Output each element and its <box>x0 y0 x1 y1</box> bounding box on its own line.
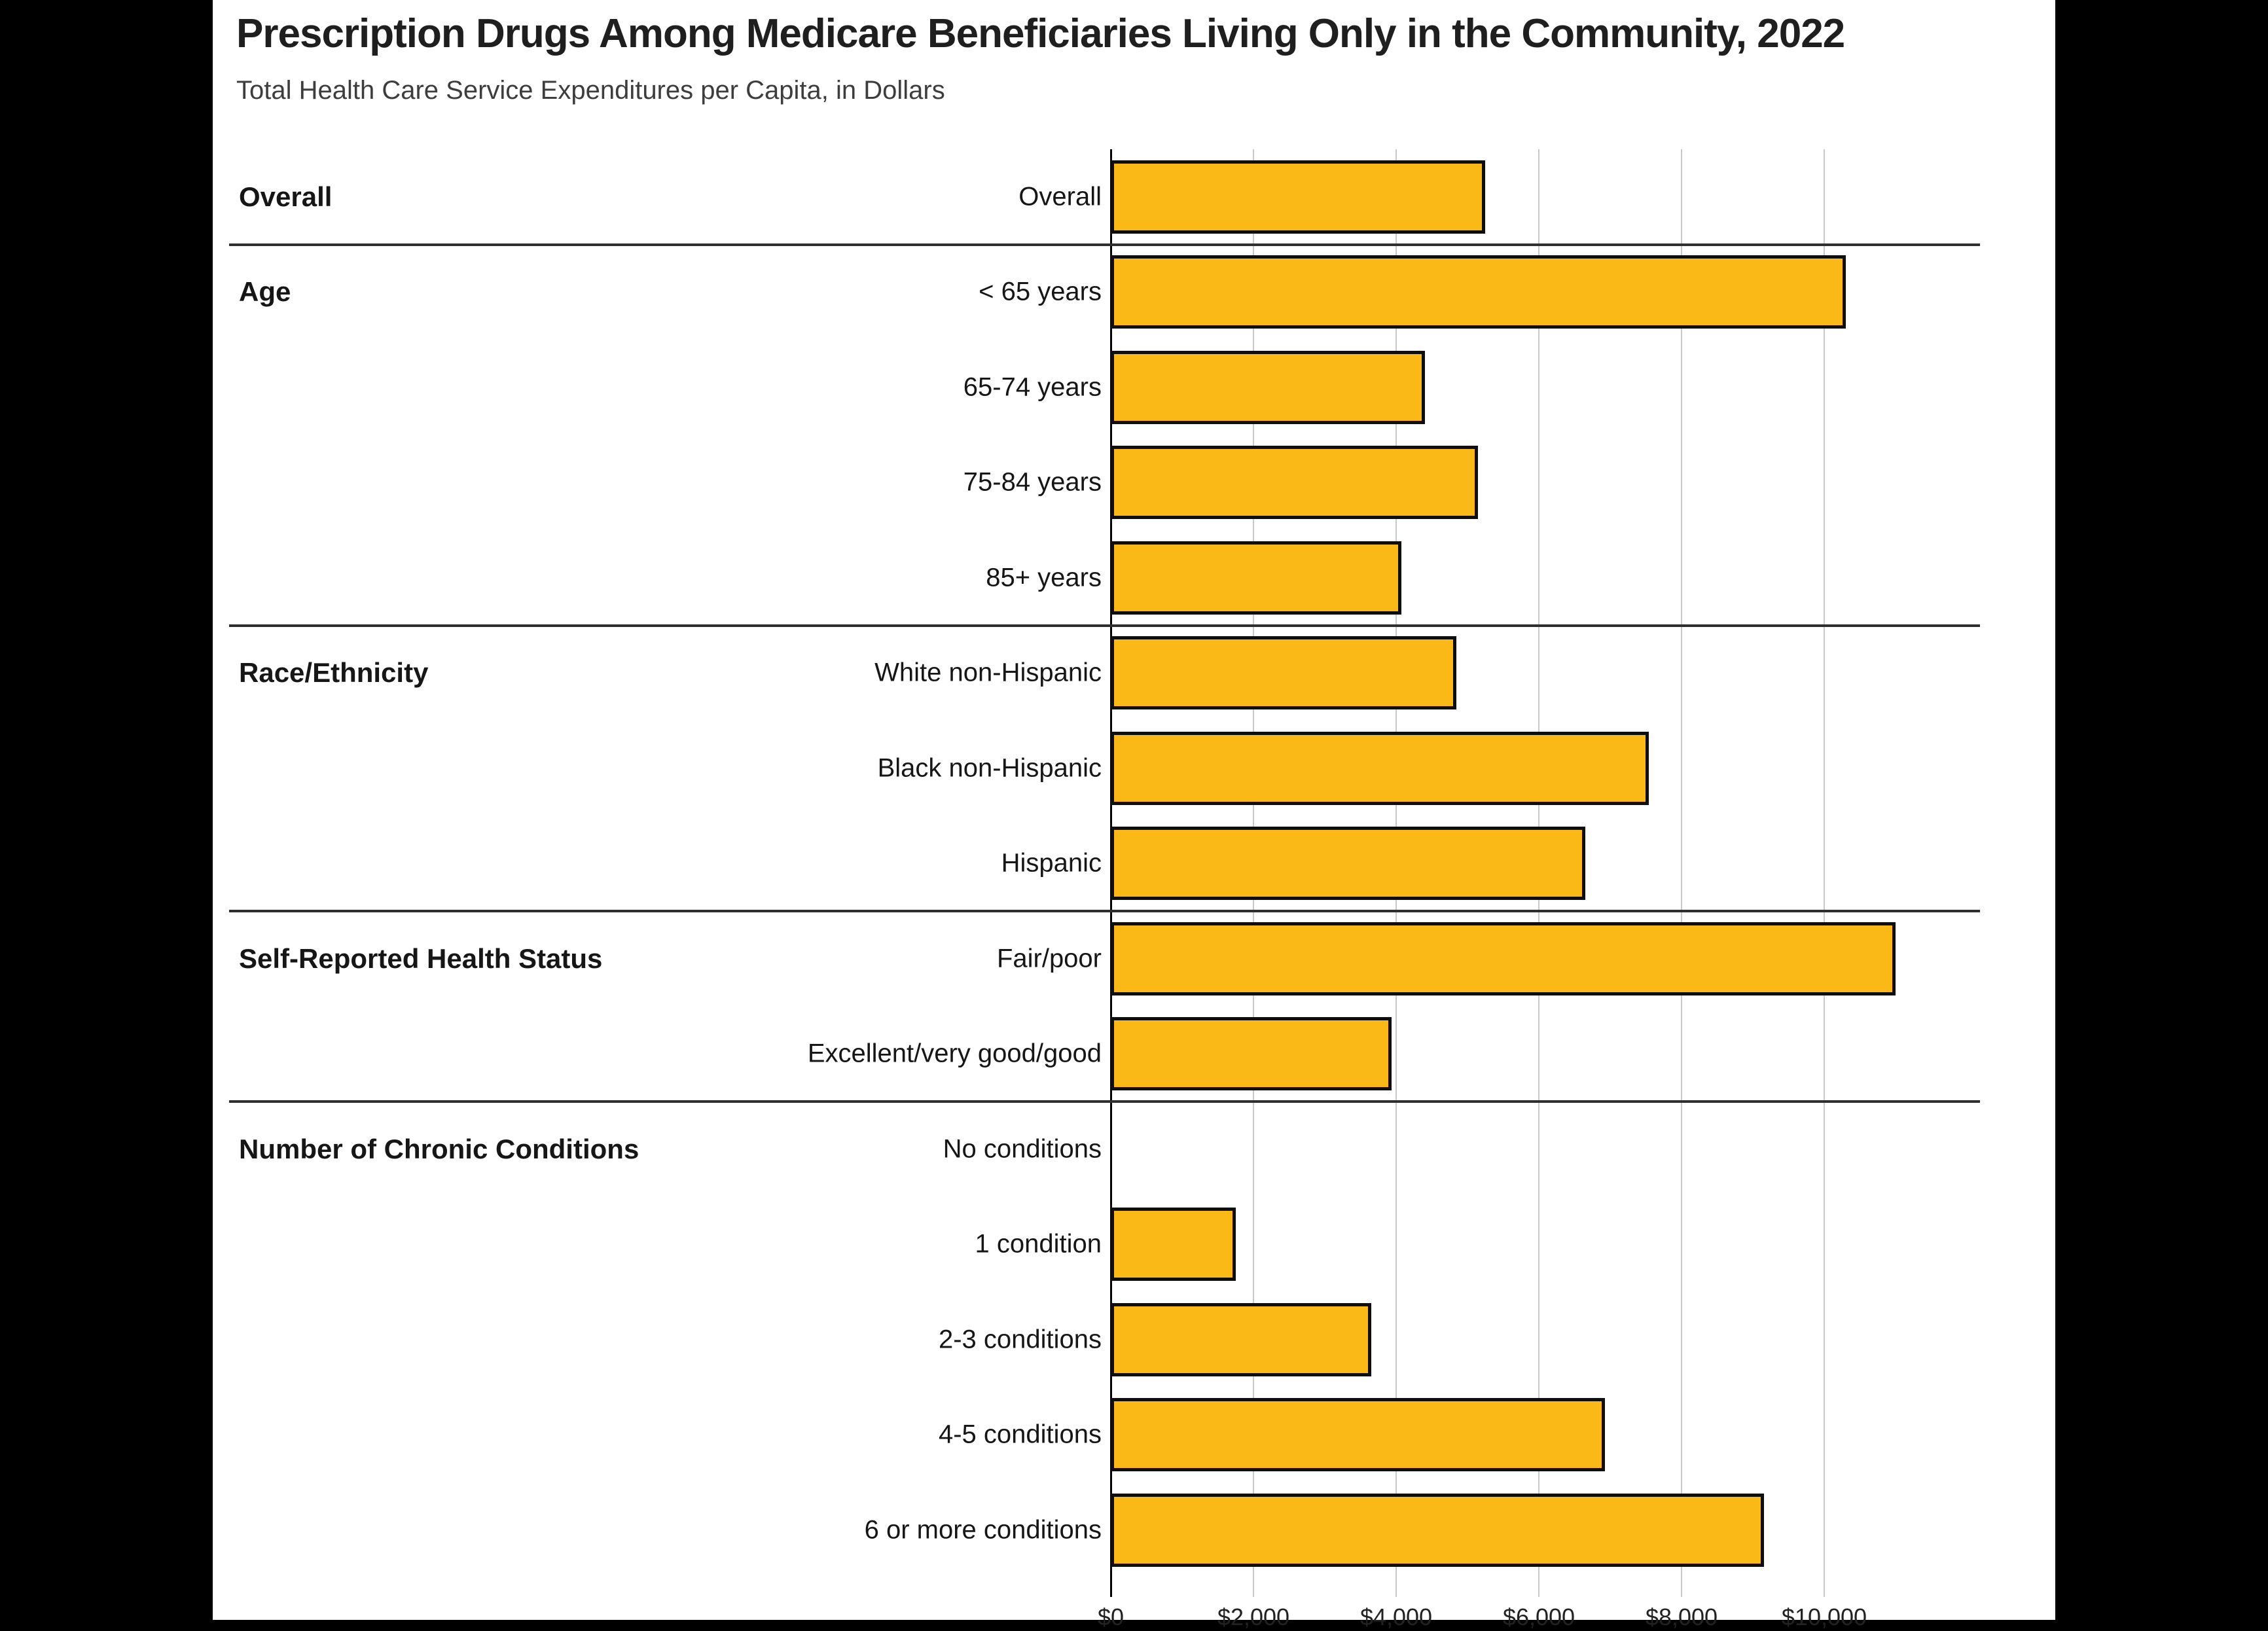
bar <box>1111 160 1485 234</box>
x-tick-label: $8,000 <box>1645 1604 1718 1630</box>
bar <box>1111 922 1896 995</box>
section-separator <box>229 910 1980 912</box>
section-label: Overall <box>239 181 333 212</box>
row-label: 2-3 conditions <box>938 1325 1102 1354</box>
bar <box>1111 446 1478 520</box>
chart-title: Prescription Drugs Among Medicare Benefi… <box>236 11 1845 56</box>
section-label: Self-Reported Health Status <box>239 942 603 974</box>
bar <box>1111 255 1846 329</box>
bar <box>1111 1302 1371 1376</box>
row-label: Overall <box>1018 182 1102 211</box>
row-label: 4-5 conditions <box>938 1420 1102 1449</box>
row-label: Hispanic <box>1001 848 1102 878</box>
row-label: Fair/poor <box>996 944 1102 973</box>
row-label: 1 condition <box>975 1229 1102 1259</box>
row-label: 65-74 years <box>963 372 1102 402</box>
bar <box>1111 1493 1764 1567</box>
x-tick-label: $6,000 <box>1502 1604 1575 1630</box>
section-label: Number of Chronic Conditions <box>239 1133 639 1164</box>
x-tick-label: $10,000 <box>1781 1604 1867 1630</box>
bar <box>1111 1017 1392 1091</box>
row-label: 75-84 years <box>963 467 1102 497</box>
section-separator <box>229 243 1980 246</box>
bar <box>1111 636 1456 710</box>
row-label: 85+ years <box>986 563 1102 592</box>
row-label: < 65 years <box>979 277 1102 306</box>
row-label: Black non-Hispanic <box>877 753 1102 783</box>
bar <box>1111 541 1401 615</box>
row-label: 6 or more conditions <box>864 1515 1102 1545</box>
bar <box>1111 827 1585 901</box>
row-label: No conditions <box>943 1134 1102 1164</box>
grid-line <box>1824 149 1825 1597</box>
x-tick-label: $4,000 <box>1359 1604 1433 1630</box>
bar <box>1111 350 1425 424</box>
bar <box>1111 1398 1605 1472</box>
section-label: Age <box>239 276 291 308</box>
x-tick-label: $0 <box>1097 1604 1125 1630</box>
section-separator <box>229 624 1980 627</box>
section-separator <box>229 1100 1980 1103</box>
grid-line <box>1681 149 1682 1597</box>
bar <box>1111 1208 1236 1282</box>
x-tick-label: $2,000 <box>1217 1604 1290 1630</box>
bar <box>1111 731 1649 805</box>
chart-subtitle: Total Health Care Service Expenditures p… <box>236 76 945 105</box>
row-label: White non-Hispanic <box>874 658 1102 687</box>
section-label: Race/Ethnicity <box>239 657 429 689</box>
row-label: Excellent/very good/good <box>807 1039 1102 1068</box>
bar-chart-plot-area: $0 $2,000 $4,000 $6,000 $8,000 $10,000 Overall… <box>213 149 2055 1630</box>
chart-card: Prescription Drugs Among Medicare Benefi… <box>213 0 2055 1630</box>
